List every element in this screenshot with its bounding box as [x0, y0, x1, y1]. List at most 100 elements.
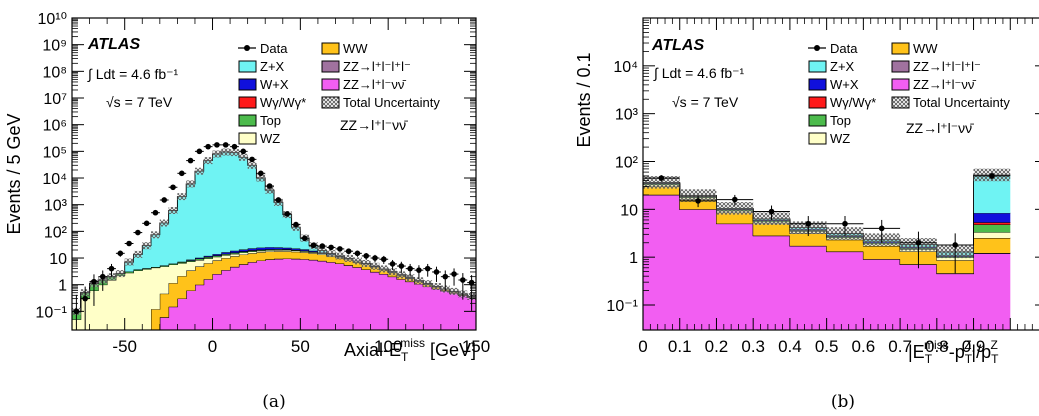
a-unc-bin-21: [256, 174, 266, 182]
svg-text:Top: Top: [260, 113, 281, 128]
a-unc-bin-39: [414, 277, 424, 285]
a-data-point: [361, 252, 371, 260]
a-data-point: [449, 268, 459, 286]
b-xtick-label: 0.8: [925, 337, 949, 356]
a-ytick-label: 10⁸: [42, 64, 67, 81]
b-data-point: [936, 233, 974, 274]
a-data-point: [107, 263, 116, 277]
a-unc-bin-16: [212, 150, 222, 158]
a-channel-label: ZZ→l⁺l⁻νν̄: [340, 117, 408, 133]
a-data-point: [221, 142, 231, 148]
b-xlabel: |ETmiss-pTZ|/pTZ: [908, 338, 999, 366]
a-data-point: [344, 248, 354, 255]
a-legend-zzllnn: ZZ→l⁺l⁻νν̄: [321, 77, 406, 92]
b-ytick-label: 10⁴: [613, 59, 638, 76]
a-unc-bin-30: [335, 252, 345, 260]
b-xtick-label: 0.3: [741, 337, 765, 356]
a-unc-bin-29: [326, 250, 336, 258]
a-ytick-label: 10¹⁰: [37, 11, 67, 28]
a-unc-bin-17: [221, 148, 231, 156]
b-plot-frame: [642, 17, 1039, 331]
b-atlas-label: ATLAS: [651, 37, 704, 54]
a-data-point: [247, 156, 257, 163]
a-unc-bin-40: [423, 280, 433, 288]
b-ytick-label: 10⁻¹: [606, 298, 638, 315]
a-series-fill-wz: [72, 250, 476, 330]
svg-text:Z+X: Z+X: [830, 59, 855, 74]
b-legend-wg: Wγ/Wγ*: [808, 95, 876, 110]
b-data-point: [789, 216, 827, 237]
b-unc-bin-2: [716, 202, 754, 215]
a-unc-bin-14: [195, 167, 204, 175]
b-ytick-label: 1: [629, 250, 638, 267]
a-data-point: [423, 263, 433, 277]
b-data-point: [900, 231, 937, 269]
a-data-point: [440, 270, 450, 291]
a-legend-wz: WZ: [238, 131, 280, 146]
svg-text:WZ: WZ: [260, 131, 280, 146]
b-xtick-label: 0: [638, 337, 647, 356]
a-legend-unc: Total Uncertainty: [321, 95, 440, 110]
a-atlas-label: ATLAS: [87, 36, 140, 53]
svg-text:ZZ→l⁺l⁻νν̄: ZZ→l⁺l⁻νν̄: [913, 77, 976, 92]
a-legend-zz4l: ZZ→l⁺l⁻l⁺l⁻: [321, 59, 411, 74]
a-plot-frame: [71, 17, 477, 331]
b-legend-zzllnn: ZZ→l⁺l⁻νν̄: [891, 77, 976, 92]
b-legend-top: Top: [808, 113, 851, 128]
a-unc-bin-11: [168, 207, 178, 214]
b-data-point: [716, 194, 754, 206]
a-ytick-label: 10⁷: [43, 91, 67, 108]
panel-a: -50 0 50 100 150 10⁻¹11010²10³10⁴10⁵10⁶10⁷10…: [4, 11, 490, 412]
a-data-point: [212, 142, 222, 148]
b-legend: Data Z+X W+X Wγ/Wγ* Top WZ WW ZZ→l⁺l⁻l⁺l…: [808, 41, 1010, 146]
a-unc-bin-18: [230, 149, 239, 157]
a-unc-bin-22: [265, 186, 274, 194]
b-data-point: [679, 196, 717, 208]
a-data-point: [265, 183, 274, 189]
svg-text:Data: Data: [260, 41, 288, 56]
a-data-point: [177, 170, 187, 177]
a-data-point: [335, 246, 345, 252]
a-unc-bin-38: [405, 274, 415, 282]
b-legend-ww: WW: [891, 41, 938, 56]
a-ytick-label: 10: [49, 251, 67, 268]
a-legend-wg: Wγ/Wγ*: [238, 95, 306, 110]
svg-text:Wγ/Wγ*: Wγ/Wγ*: [830, 95, 876, 110]
b-y-ticks: 10⁻¹ 1 10 10² 10³ 10⁴: [606, 17, 1039, 315]
a-legend-ww: WW: [321, 41, 368, 56]
a-ytick-label: 10⁴: [42, 171, 67, 188]
a-data-point: [317, 243, 327, 249]
a-data-point: [405, 263, 415, 277]
b-lumi-label: ∫ Ldt = 4.6 fb⁻¹: [653, 65, 745, 81]
a-unc-bin-15: [203, 157, 213, 165]
a-data-point: [98, 270, 108, 291]
a-data-point: [115, 250, 125, 257]
a-data-point: [370, 254, 380, 263]
a-unc-bin-36: [388, 268, 397, 276]
a-data-point: [159, 197, 169, 203]
a-data-point: [256, 170, 266, 177]
a-xtick-label: -50: [112, 337, 137, 356]
b-panel-label: (b): [831, 392, 855, 412]
b-xtick-label: 0.7: [888, 337, 912, 356]
b-ytick-label: 10²: [615, 154, 639, 171]
svg-text:Wγ/Wγ*: Wγ/Wγ*: [260, 95, 306, 110]
a-ytick-label: 10⁹: [42, 38, 67, 55]
b-xtick-label: 0.4: [778, 337, 802, 356]
a-data-point: [379, 255, 389, 264]
b-unc-bin-0: [643, 176, 680, 189]
a-unc-bin-41: [432, 283, 441, 290]
a-xtick-label: 0: [208, 337, 217, 356]
b-ytick-label: 10: [620, 202, 638, 219]
b-x-ticks: 0 0.1 0.2 0.3 0.4 0.5 0.6 0.7 0.8 0.9: [638, 18, 1033, 356]
b-channel-label: ZZ→l⁺l⁻νν̄: [906, 120, 974, 136]
b-xtick-label: 0.9: [962, 337, 986, 356]
a-data-points: [72, 142, 476, 330]
a-unc-bin-31: [344, 254, 354, 262]
a-unc-bin-7: [133, 250, 143, 258]
a-unc-bin-37: [397, 271, 406, 279]
b-unc-bin-1: [679, 189, 717, 202]
svg-text:ZZ→l⁺l⁻νν̄: ZZ→l⁺l⁻νν̄: [343, 77, 406, 92]
a-data-point: [124, 240, 134, 247]
